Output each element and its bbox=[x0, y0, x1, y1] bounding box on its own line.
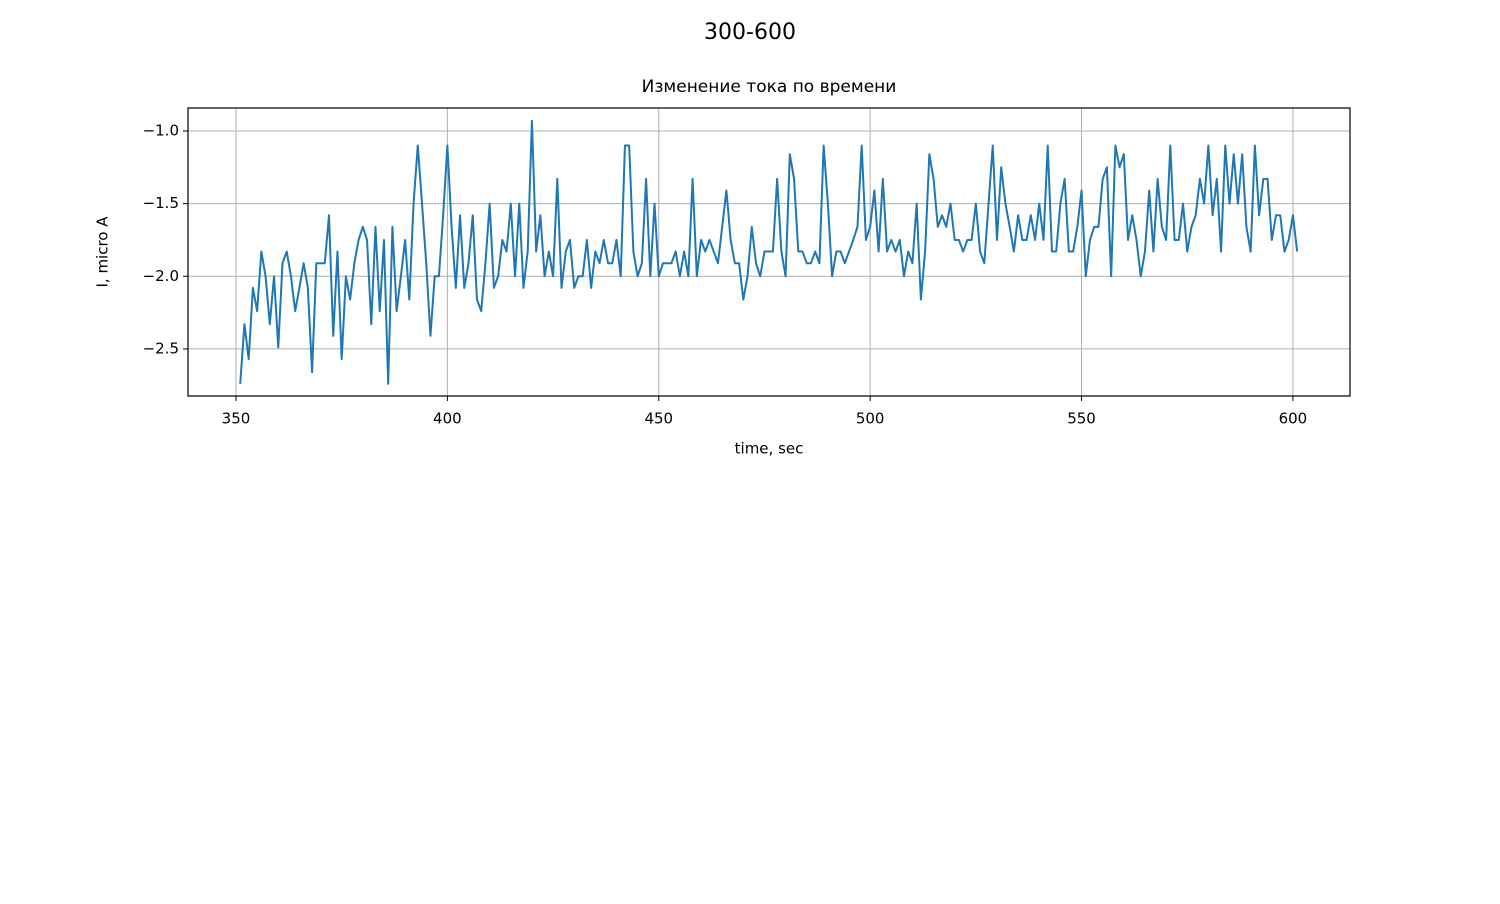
x-tick-label: 450 bbox=[644, 410, 673, 428]
data-line bbox=[239, 119, 1299, 385]
y-tick-label: −2.0 bbox=[143, 267, 179, 285]
y-tick-label: −1.0 bbox=[143, 121, 179, 139]
x-tick-label: 600 bbox=[1279, 410, 1308, 428]
x-tick-label: 550 bbox=[1067, 410, 1096, 428]
y-tick-label: −1.5 bbox=[143, 194, 179, 212]
plot-frame bbox=[187, 107, 1351, 397]
x-tick-label: 500 bbox=[856, 410, 885, 428]
x-tick-label: 350 bbox=[222, 410, 251, 428]
y-tick-label: −2.5 bbox=[143, 339, 179, 357]
x-axis-label: time, sec bbox=[735, 440, 804, 458]
figure-title: 300-600 bbox=[704, 20, 796, 45]
x-tick-label: 400 bbox=[433, 410, 462, 428]
y-axis-label: I, micro A bbox=[94, 216, 112, 288]
chart-title: Изменение тока по времени bbox=[642, 77, 897, 97]
